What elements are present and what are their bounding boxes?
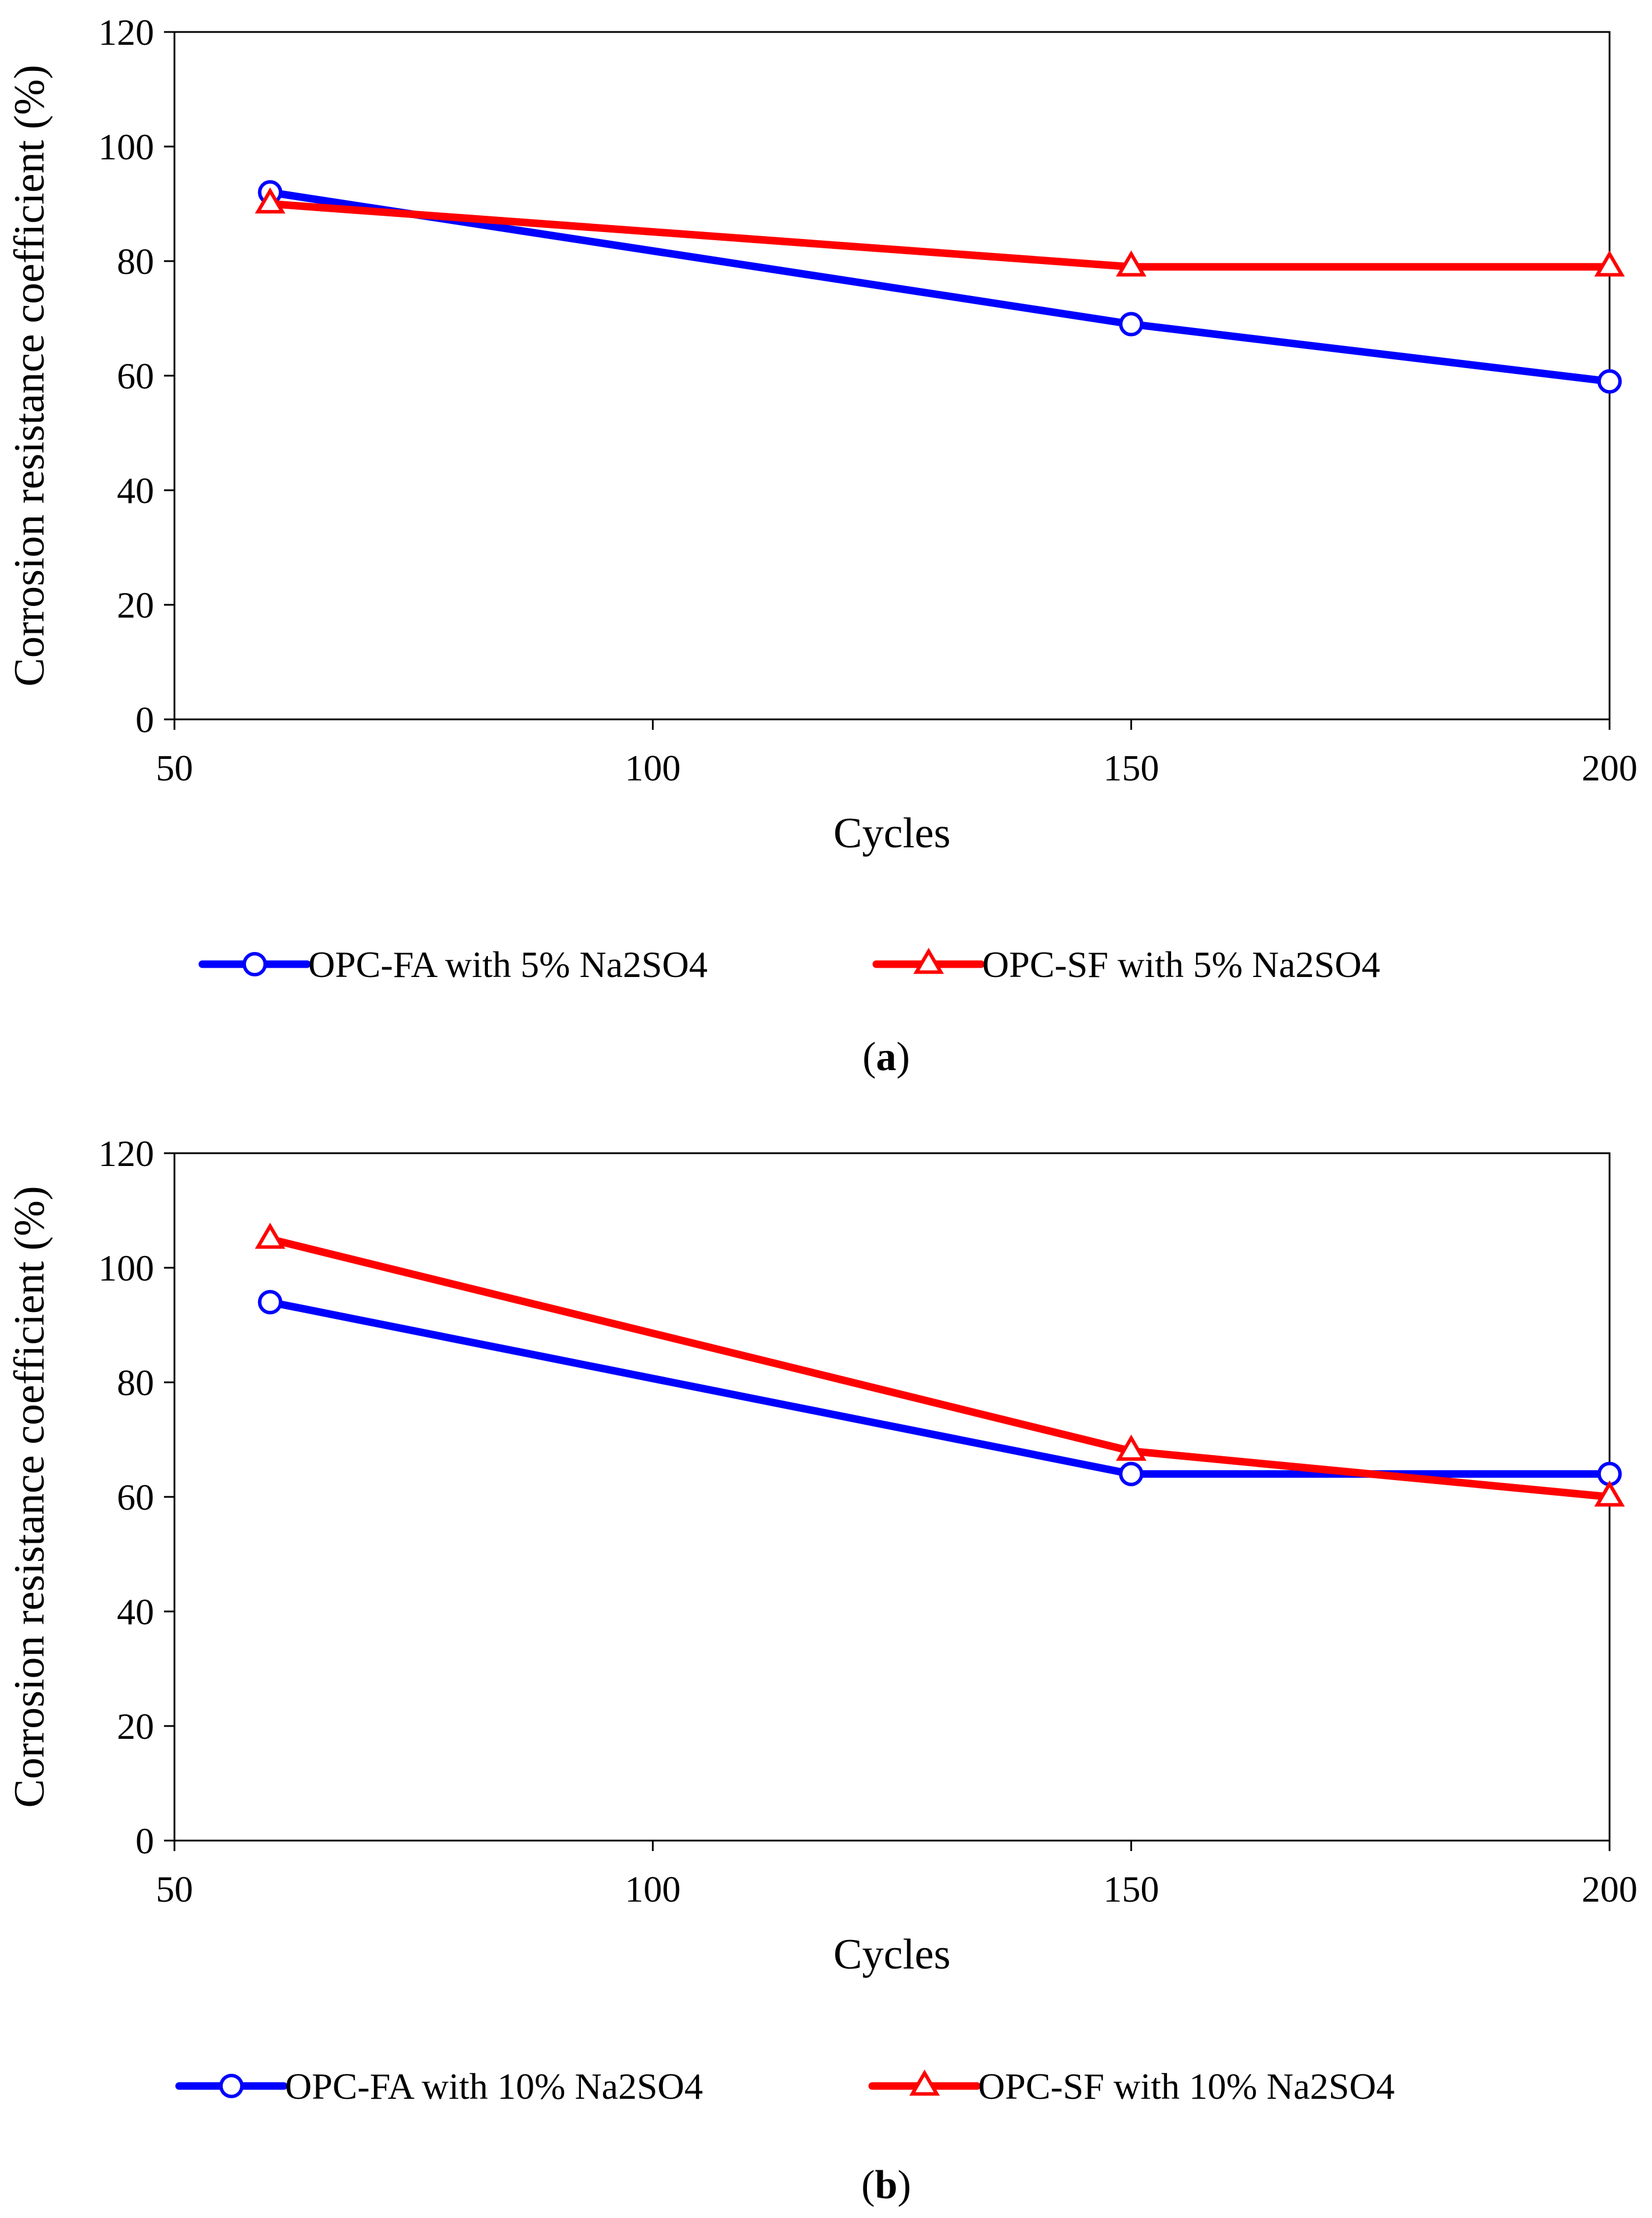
y-tick-label: 0 (135, 1820, 154, 1862)
caption-paren-open: ( (861, 2163, 875, 2208)
y-tick-label: 100 (98, 126, 154, 167)
x-tick-label: 150 (1103, 747, 1159, 789)
legend-item: OPC-SF with 5% Na2SO4 (872, 944, 1380, 985)
x-tick-label: 150 (1103, 1868, 1159, 1910)
y-tick-label: 60 (117, 1477, 154, 1518)
plot-frame (173, 1152, 1611, 1842)
panel-caption: (a) (862, 1035, 910, 1079)
x-tick-label: 200 (1582, 747, 1637, 789)
x-tick-label: 50 (156, 747, 193, 789)
y-axis-title: Corrosion resistance coefficient (%) (6, 1186, 53, 1807)
data-point (1119, 1461, 1144, 1486)
panel-caption: (b) (861, 2163, 911, 2208)
data-point (1116, 250, 1147, 277)
legend-label: OPC-SF with 5% Na2SO4 (982, 944, 1380, 985)
legend-item: OPC-FA with 5% Na2SO4 (198, 944, 708, 985)
chart-panel-a: 0 20 40 60 80 100 120 50 100 150 200 Cycles Corrosio… (6, 12, 1637, 1079)
chart-panel-b: 0 20 40 60 80 100 120 50 100 150 200 Cycles Corrosio… (6, 1133, 1637, 2208)
y-tick-label: 80 (117, 241, 154, 282)
caption-paren-close: ) (897, 1035, 910, 1079)
data-point (1119, 312, 1144, 337)
x-tick-label: 100 (625, 747, 681, 789)
series-line (266, 1298, 1614, 1478)
y-tick-label: 0 (135, 699, 154, 740)
y-tick-label: 20 (117, 1706, 154, 1747)
legend-label: OPC-SF with 10% Na2SO4 (978, 2066, 1395, 2107)
y-axis-title: Corrosion resistance coefficient (%) (6, 65, 53, 686)
caption-letter: b (875, 2163, 898, 2208)
x-axis-title: Cycles (833, 1931, 950, 1978)
y-tick-label: 100 (98, 1247, 154, 1289)
legend-item: OPC-SF with 10% Na2SO4 (868, 2066, 1395, 2107)
data-point (255, 1222, 286, 1249)
x-tick-label: 50 (156, 1868, 193, 1910)
x-axis-title: Cycles (833, 810, 950, 857)
legend-swatch-marker (219, 2074, 244, 2098)
legend-swatch-marker (909, 2069, 940, 2096)
data-point (255, 187, 286, 214)
caption-paren-close: ) (897, 2163, 911, 2208)
x-tick-label: 200 (1582, 1868, 1637, 1910)
series-line (266, 1235, 1614, 1501)
data-point (1594, 250, 1625, 277)
series-triangle (255, 187, 1625, 277)
series-triangle (255, 1222, 1625, 1507)
series-line (266, 200, 1614, 271)
y-tick-label: 40 (117, 470, 154, 511)
legend: OPC-FA with 5% Na2SO4 OPC-SF with 5% Na2S… (198, 944, 1380, 985)
data-point (1597, 369, 1622, 394)
data-point (1594, 1480, 1625, 1507)
y-tick-label: 60 (117, 355, 154, 397)
legend-label: OPC-FA with 10% Na2SO4 (285, 2066, 703, 2107)
legend-swatch-marker (913, 947, 944, 974)
y-tick-label: 80 (117, 1362, 154, 1403)
y-tick-label: 120 (98, 1133, 154, 1174)
x-tick-label: 100 (625, 1868, 681, 1910)
legend-label: OPC-FA with 5% Na2SO4 (308, 944, 708, 985)
caption-paren-open: ( (862, 1035, 876, 1079)
y-tick-label: 40 (117, 1591, 154, 1632)
caption-letter: a (876, 1035, 897, 1079)
y-tick-label: 20 (117, 584, 154, 626)
series-circle (258, 1290, 1622, 1486)
series-circle (258, 180, 1622, 394)
data-point (258, 1290, 283, 1315)
legend: OPC-FA with 10% Na2SO4 OPC-SF with 10% Na… (175, 2066, 1395, 2107)
y-tick-label: 120 (98, 12, 154, 53)
legend-item: OPC-FA with 10% Na2SO4 (175, 2066, 703, 2107)
legend-swatch-marker (242, 952, 267, 976)
plot-frame (173, 31, 1611, 721)
data-point (1116, 1434, 1147, 1461)
